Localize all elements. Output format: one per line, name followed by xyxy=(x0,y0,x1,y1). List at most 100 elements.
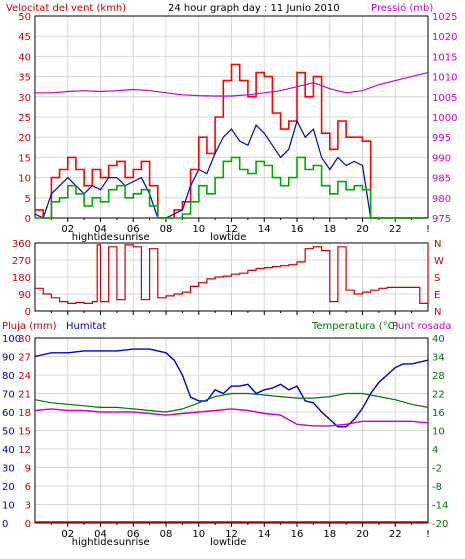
x-tick-label: 16 xyxy=(291,529,304,540)
wind-pressure-panel: 0510152025303540455097598098599099510001… xyxy=(18,12,457,243)
temperature-tick-label: -20 xyxy=(432,519,448,530)
rain-tick-label: 21 xyxy=(18,390,31,401)
humidity-line xyxy=(34,348,429,428)
rain-tick-label: 27 xyxy=(18,353,31,364)
tide-label: hightide xyxy=(72,537,113,548)
humidity-tick-label: 100 xyxy=(2,334,21,345)
tide-label: sunrise xyxy=(114,537,150,548)
wind-average-line xyxy=(35,156,428,219)
rain-tick-label: 6 xyxy=(25,482,31,493)
wind-speed-tick-label: 15 xyxy=(18,153,31,164)
wind-speed-tick-label: 40 xyxy=(18,52,31,63)
x-tick-label: 10 xyxy=(192,224,205,235)
temperature-tick-label: -14 xyxy=(432,501,448,512)
x-tick-label: 14 xyxy=(258,224,271,235)
pressure-tick-label: 1010 xyxy=(432,73,457,84)
wind-gust-line xyxy=(35,63,428,219)
tide-label: lowtide xyxy=(210,232,246,243)
tide-label: sunrise xyxy=(114,232,150,243)
temperature-tick-label: 40 xyxy=(432,334,445,345)
wind-average-blue-line xyxy=(34,119,428,219)
wind-speed-axis-label: Velocitat del vent (kmh) xyxy=(6,3,126,14)
wind-speed-tick-label: 50 xyxy=(18,12,31,23)
temperature-tick-label: 34 xyxy=(432,353,445,364)
wind-speed-tick-label: 25 xyxy=(18,113,31,124)
humidity-tick-label: 20 xyxy=(2,482,15,493)
wind-speed-tick-label: 30 xyxy=(18,93,31,104)
rain-tick-label: 30 xyxy=(18,334,31,345)
x-tick-label: ! xyxy=(426,529,430,540)
wind-speed-tick-label: 10 xyxy=(18,174,31,185)
wind-speed-tick-label: 45 xyxy=(18,32,31,43)
humidity-tick-label: 30 xyxy=(2,464,15,475)
pressure-tick-label: 975 xyxy=(432,214,451,225)
x-tick-label: 04 xyxy=(94,529,107,540)
humidity-tick-label: 10 xyxy=(2,501,15,512)
compass-label: N xyxy=(434,239,441,250)
humidity-tick-label: 70 xyxy=(2,390,15,401)
direction-tick-label: 0 xyxy=(25,307,31,318)
pressure-tick-label: 1015 xyxy=(432,52,457,63)
rain-tick-label: 15 xyxy=(18,427,31,438)
x-tick-label: ! xyxy=(426,224,430,235)
humidity-tick-label: 0 xyxy=(2,519,8,530)
dewpoint-line xyxy=(34,408,429,427)
x-tick-label: 04 xyxy=(94,224,107,235)
temperature-tick-label: 28 xyxy=(432,371,445,382)
pressure-tick-label: 995 xyxy=(432,133,451,144)
rain-axis-label: Pluja (mm) xyxy=(2,321,57,332)
direction-tick-label: 90 xyxy=(18,290,31,301)
x-tick-label: 10 xyxy=(192,529,205,540)
tide-label: lowtide xyxy=(210,537,246,548)
chart-title: 24 hour graph day : 11 Junio 2010 xyxy=(168,3,340,14)
humidity-axis-label: Humitat xyxy=(66,321,106,332)
temperature-line xyxy=(34,392,429,413)
humidity-tick-label: 50 xyxy=(2,427,15,438)
direction-tick-label: 270 xyxy=(12,256,31,267)
compass-label: W xyxy=(434,256,444,267)
rain-tick-label: 0 xyxy=(25,519,31,530)
x-tick-label: 18 xyxy=(323,529,336,540)
wind-speed-tick-label: 20 xyxy=(18,133,31,144)
pressure-tick-label: 990 xyxy=(432,153,451,164)
x-tick-label: 12 xyxy=(225,529,238,540)
rain-tick-label: 9 xyxy=(25,464,31,475)
rain-tick-label: 18 xyxy=(18,408,31,419)
rain-tick-label: 3 xyxy=(25,501,31,512)
compass-label: N xyxy=(434,307,441,318)
wind-speed-tick-label: 0 xyxy=(25,214,31,225)
pressure-tick-label: 985 xyxy=(432,174,451,185)
direction-tick-label: 360 xyxy=(12,239,31,250)
pressure-tick-label: 980 xyxy=(432,194,451,205)
tide-label: hightide xyxy=(72,232,113,243)
x-tick-label: 18 xyxy=(323,224,336,235)
temperature-tick-label: -8 xyxy=(432,482,442,493)
pressure-tick-label: 1020 xyxy=(432,32,457,43)
temperature-tick-label: 4 xyxy=(432,445,438,456)
x-tick-label: 22 xyxy=(389,529,402,540)
pressure-tick-label: 1005 xyxy=(432,93,457,104)
wind-direction-line xyxy=(35,243,429,304)
wind-speed-tick-label: 5 xyxy=(25,194,31,205)
rain-tick-label: 12 xyxy=(18,445,31,456)
humidity-tick-label: 60 xyxy=(2,408,15,419)
pressure-line xyxy=(35,72,429,97)
temperature-tick-label: -2 xyxy=(432,464,442,475)
x-tick-label: 06 xyxy=(127,529,140,540)
x-tick-label: 16 xyxy=(291,224,304,235)
x-tick-label: 06 xyxy=(127,224,140,235)
x-tick-label: 02 xyxy=(61,529,74,540)
x-tick-label: 08 xyxy=(160,224,173,235)
temperature-tick-label: 10 xyxy=(432,427,445,438)
pressure-tick-label: 1000 xyxy=(432,113,457,124)
temperature-axis-label: Temperatura (°C) xyxy=(311,321,399,332)
rain-tick-label: 24 xyxy=(18,371,31,382)
compass-label: S xyxy=(434,273,440,284)
humidity-tick-label: 40 xyxy=(2,445,15,456)
temperature-tick-label: 16 xyxy=(432,408,445,419)
x-tick-label: 20 xyxy=(356,529,369,540)
pressure-tick-label: 1025 xyxy=(432,12,457,23)
